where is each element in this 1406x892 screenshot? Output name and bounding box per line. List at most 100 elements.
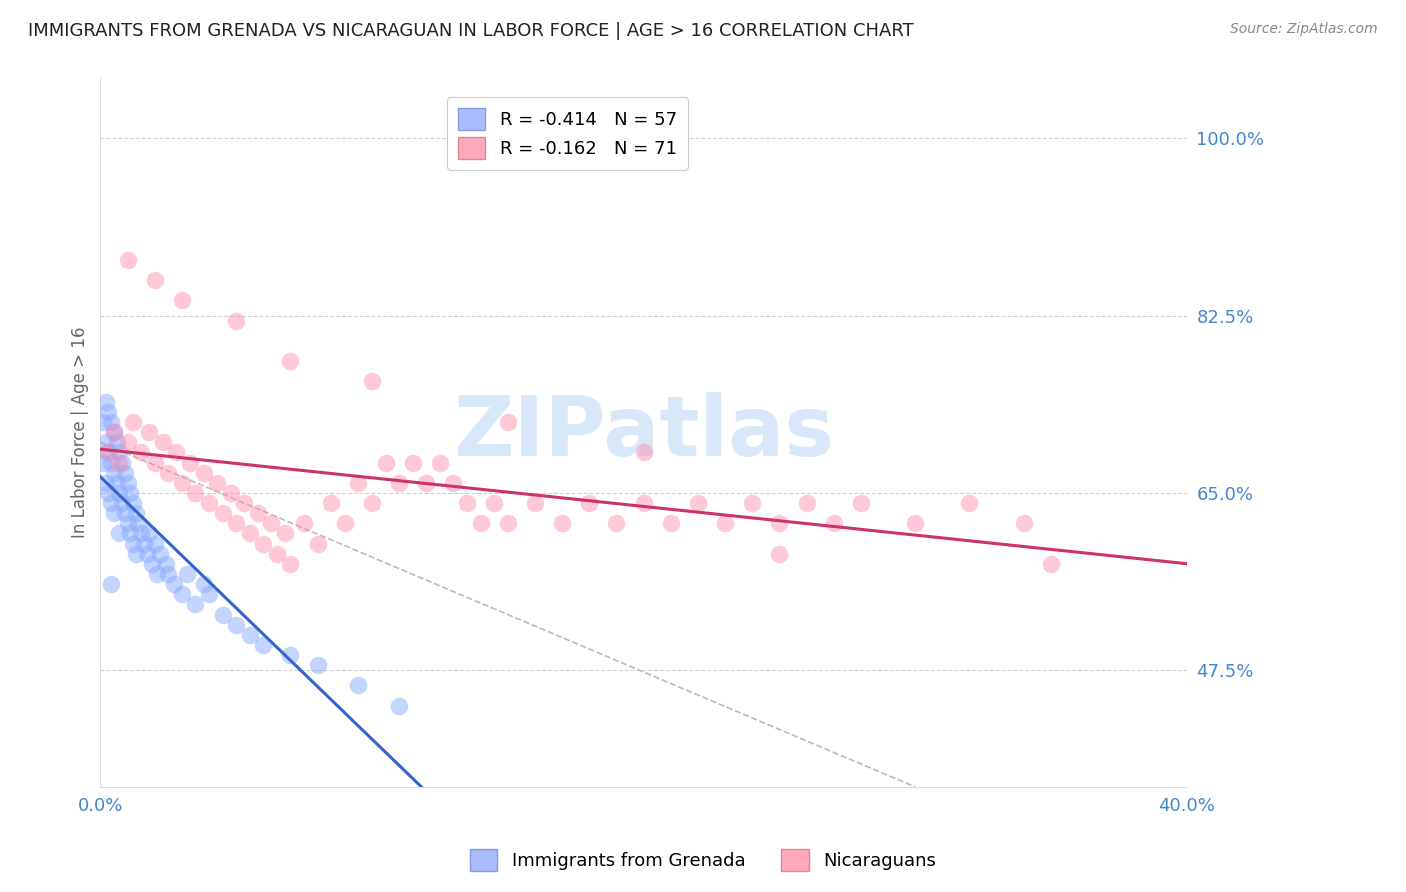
Point <box>321 496 343 510</box>
Point <box>496 415 519 429</box>
Point <box>94 435 117 450</box>
Point <box>117 252 139 267</box>
Point <box>122 536 145 550</box>
Point <box>239 526 262 541</box>
Point <box>141 557 163 571</box>
Point <box>124 547 146 561</box>
Point <box>429 456 451 470</box>
Point <box>246 506 269 520</box>
Point <box>578 496 600 510</box>
Point <box>1039 557 1062 571</box>
Point <box>456 496 478 510</box>
Point <box>193 466 215 480</box>
Point <box>260 516 283 531</box>
Point <box>280 557 302 571</box>
Point <box>94 475 117 490</box>
Point <box>307 536 329 550</box>
Point <box>100 456 122 470</box>
Point <box>347 678 370 692</box>
Point <box>659 516 682 531</box>
Point <box>97 405 120 419</box>
Point <box>184 598 207 612</box>
Point <box>155 557 177 571</box>
Point <box>111 456 134 470</box>
Point <box>796 496 818 510</box>
Point <box>108 445 131 459</box>
Point <box>100 496 122 510</box>
Text: Source: ZipAtlas.com: Source: ZipAtlas.com <box>1230 22 1378 37</box>
Point <box>170 587 193 601</box>
Point <box>117 475 139 490</box>
Point <box>170 293 193 308</box>
Point <box>103 425 125 439</box>
Point <box>823 516 845 531</box>
Point <box>114 506 136 520</box>
Point <box>170 475 193 490</box>
Point <box>146 567 169 582</box>
Point <box>100 415 122 429</box>
Point <box>633 496 655 510</box>
Point <box>470 516 492 531</box>
Text: ZIPatlas: ZIPatlas <box>453 392 834 473</box>
Legend: R = -0.414   N = 57, R = -0.162   N = 71: R = -0.414 N = 57, R = -0.162 N = 71 <box>447 97 688 170</box>
Point <box>361 375 384 389</box>
Point <box>103 466 125 480</box>
Point <box>97 445 120 459</box>
Point <box>108 526 131 541</box>
Point <box>135 547 157 561</box>
Point <box>91 456 114 470</box>
Point <box>105 475 128 490</box>
Point <box>163 577 186 591</box>
Point <box>176 567 198 582</box>
Point <box>198 587 221 601</box>
Point <box>441 475 464 490</box>
Point <box>124 506 146 520</box>
Point <box>225 617 247 632</box>
Point <box>152 435 174 450</box>
Point <box>307 658 329 673</box>
Point <box>523 496 546 510</box>
Point <box>347 475 370 490</box>
Point <box>149 547 172 561</box>
Point <box>97 486 120 500</box>
Point <box>120 526 142 541</box>
Text: IMMIGRANTS FROM GRENADA VS NICARAGUAN IN LABOR FORCE | AGE > 16 CORRELATION CHAR: IMMIGRANTS FROM GRENADA VS NICARAGUAN IN… <box>28 22 914 40</box>
Point <box>714 516 737 531</box>
Point <box>239 628 262 642</box>
Point <box>280 648 302 662</box>
Point <box>129 526 152 541</box>
Point <box>415 475 437 490</box>
Point <box>108 486 131 500</box>
Point <box>138 526 160 541</box>
Point <box>143 273 166 287</box>
Point <box>225 313 247 327</box>
Point <box>129 445 152 459</box>
Point <box>374 456 396 470</box>
Point <box>91 415 114 429</box>
Point <box>280 354 302 368</box>
Point <box>117 516 139 531</box>
Point <box>114 466 136 480</box>
Point <box>768 516 790 531</box>
Point <box>333 516 356 531</box>
Y-axis label: In Labor Force | Age > 16: In Labor Force | Age > 16 <box>72 326 89 538</box>
Point <box>633 445 655 459</box>
Point <box>292 516 315 531</box>
Point <box>157 567 180 582</box>
Point <box>138 425 160 439</box>
Point <box>605 516 627 531</box>
Point <box>132 536 155 550</box>
Point <box>122 496 145 510</box>
Point <box>211 506 233 520</box>
Point <box>193 577 215 591</box>
Point <box>252 536 274 550</box>
Point <box>94 394 117 409</box>
Point <box>482 496 505 510</box>
Point <box>361 496 384 510</box>
Point <box>402 456 425 470</box>
Point <box>1012 516 1035 531</box>
Point <box>849 496 872 510</box>
Point <box>143 456 166 470</box>
Point <box>143 536 166 550</box>
Point <box>120 486 142 500</box>
